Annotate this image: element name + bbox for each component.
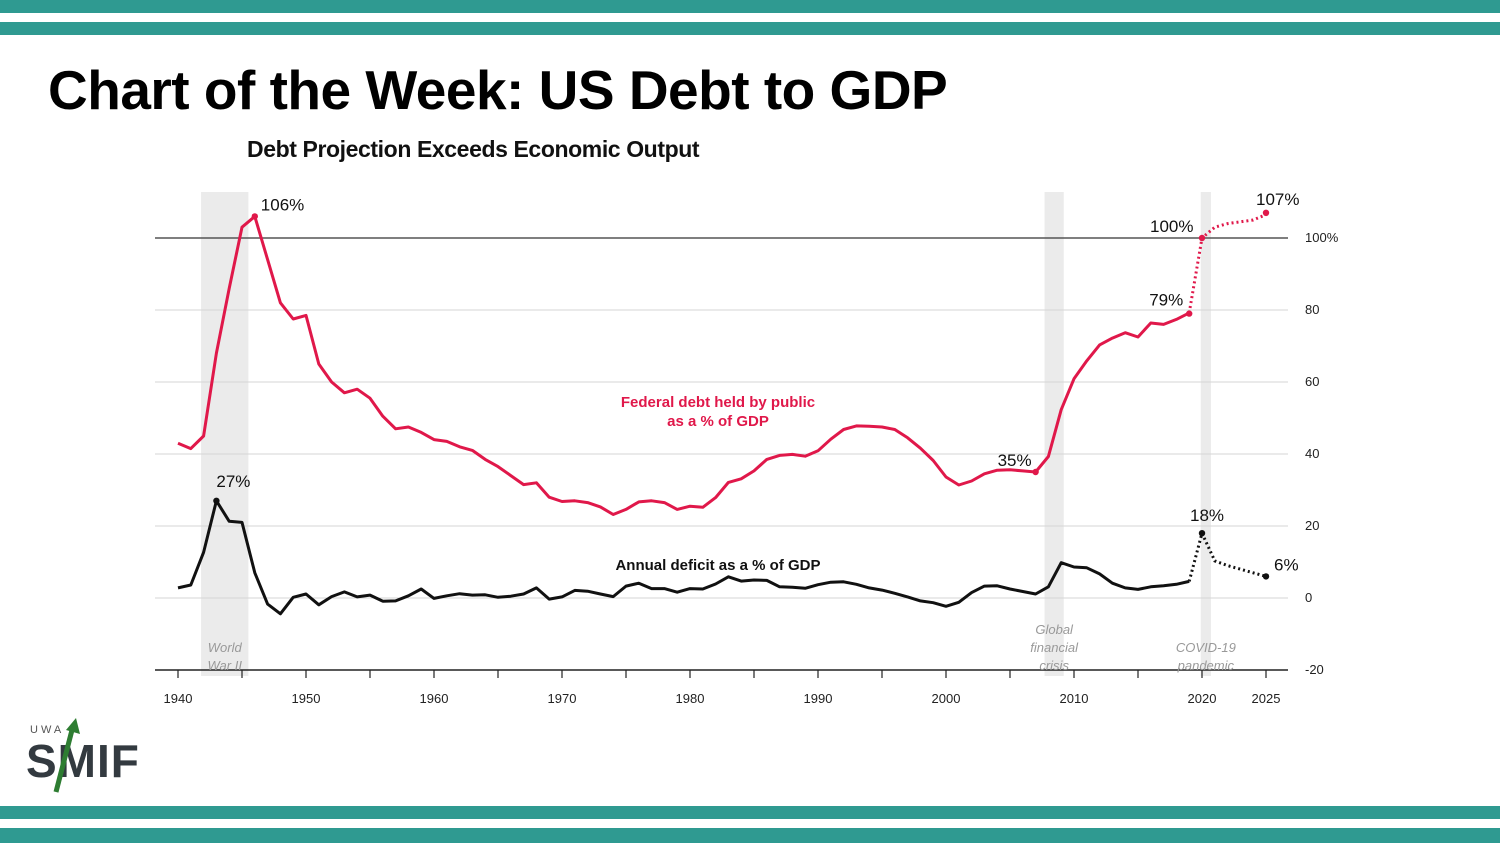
x-axis: 1940 1950 1960 1970 1980 1990 2000 2010 2020 2025 bbox=[164, 670, 1281, 706]
slide-title: Chart of the Week: US Debt to GDP bbox=[48, 59, 948, 121]
bottom-band-1 bbox=[0, 806, 1500, 819]
series-line-0 bbox=[177, 214, 1190, 516]
annotation-marker-0-1 bbox=[1032, 468, 1039, 476]
series-label-debt-1: as a % of GDP bbox=[667, 413, 769, 430]
shaded-period-label-0-0: World bbox=[208, 640, 243, 655]
debt-to-gdp-chart: 100% 80 60 40 20 0 -20 1940 1950 1960 1970 1980 199… bbox=[155, 190, 1339, 706]
shaded-period-label-1-2: crisis bbox=[1039, 658, 1069, 673]
annotation-marker-1-2 bbox=[1262, 573, 1270, 580]
value-label-0-4: 107% bbox=[1256, 190, 1299, 209]
annotation-marker-0-3 bbox=[1198, 234, 1206, 242]
x-tick-label-2010: 2010 bbox=[1060, 691, 1089, 706]
y-tick-label-80: 80 bbox=[1305, 302, 1319, 317]
series-lines bbox=[177, 209, 1270, 616]
series-projection-1 bbox=[1187, 528, 1267, 582]
x-tick-label-1980: 1980 bbox=[676, 691, 705, 706]
top-band-1 bbox=[0, 0, 1500, 13]
annotation-marker-1-1 bbox=[1198, 530, 1206, 537]
shaded-period-label-1-0: Global bbox=[1035, 622, 1074, 637]
x-tick-label-1970: 1970 bbox=[548, 691, 577, 706]
x-tick-label-2000: 2000 bbox=[932, 691, 961, 706]
shaded-period-label-0-1: War II bbox=[208, 658, 243, 673]
chart-labels: World War II Global financial crisis COVID-19… bbox=[208, 190, 1300, 673]
x-tick-label-2025: 2025 bbox=[1252, 691, 1281, 706]
shaded-period-2 bbox=[1200, 192, 1211, 676]
y-tick-label--20: -20 bbox=[1305, 662, 1324, 677]
value-label-0-3: 100% bbox=[1150, 217, 1193, 236]
series-label-debt-0: Federal debt held by public bbox=[621, 394, 815, 411]
x-tick-label-1940: 1940 bbox=[164, 691, 193, 706]
value-label-0-2: 79% bbox=[1149, 291, 1183, 310]
value-label-0-1: 35% bbox=[998, 451, 1032, 470]
y-tick-label-20: 20 bbox=[1305, 518, 1319, 533]
series-label-deficit-0: Annual deficit as a % of GDP bbox=[615, 557, 820, 574]
x-tick-label-2020: 2020 bbox=[1188, 691, 1217, 706]
shaded-period-label-2-1: pandemic bbox=[1177, 658, 1235, 673]
top-band-2 bbox=[0, 22, 1500, 35]
shaded-periods bbox=[201, 192, 1211, 676]
y-tick-label-0: 0 bbox=[1305, 590, 1312, 605]
annotation-marker-1-0 bbox=[213, 497, 220, 504]
x-tick-label-1960: 1960 bbox=[420, 691, 449, 706]
value-label-1-1: 18% bbox=[1190, 506, 1224, 525]
logo-arrow-icon bbox=[53, 718, 80, 793]
value-label-1-0: 27% bbox=[216, 472, 250, 491]
bottom-band-2 bbox=[0, 828, 1500, 843]
shaded-period-0 bbox=[201, 192, 249, 676]
gridlines: 100% 80 60 40 20 0 -20 bbox=[155, 230, 1339, 677]
chart-title: Debt Projection Exceeds Economic Output bbox=[247, 136, 700, 162]
y-tick-label-100: 100% bbox=[1305, 230, 1339, 245]
series-line-1 bbox=[177, 499, 1190, 616]
annotation-marker-0-4 bbox=[1262, 209, 1270, 216]
y-tick-label-60: 60 bbox=[1305, 374, 1319, 389]
annotation-marker-0-2 bbox=[1186, 310, 1193, 317]
y-tick-label-40: 40 bbox=[1305, 446, 1319, 461]
shaded-period-label-2-0: COVID-19 bbox=[1176, 640, 1236, 655]
annotation-marker-0-0 bbox=[251, 213, 258, 220]
logo-top-text: UWA bbox=[30, 724, 65, 736]
value-label-0-0: 106% bbox=[261, 195, 304, 214]
smif-logo: UWA SMIF bbox=[24, 714, 174, 798]
value-label-1-2: 6% bbox=[1274, 555, 1299, 574]
x-tick-label-1950: 1950 bbox=[292, 691, 321, 706]
logo-word: SMIF bbox=[26, 735, 140, 787]
x-tick-label-1990: 1990 bbox=[804, 691, 833, 706]
shaded-period-label-1-1: financial bbox=[1030, 640, 1079, 655]
